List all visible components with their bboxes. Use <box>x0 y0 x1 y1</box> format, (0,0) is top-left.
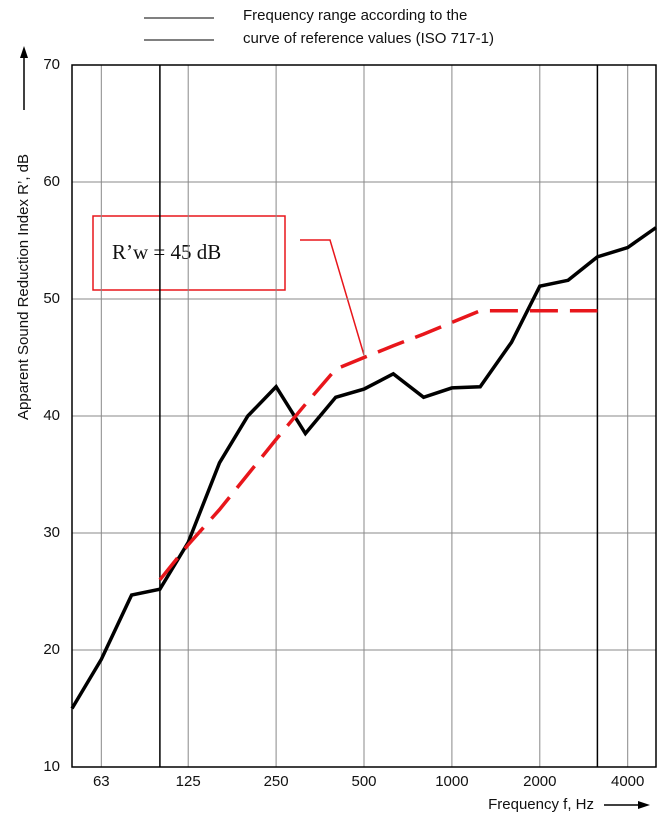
axis-arrow <box>20 46 28 58</box>
x-tick-label: 250 <box>264 773 289 790</box>
x-axis-label: Frequency f, Hz <box>488 796 594 813</box>
y-tick-label: 10 <box>43 758 60 775</box>
plot-frame <box>71 64 657 768</box>
y-tick-label: 40 <box>43 407 60 424</box>
y-tick-label: 60 <box>43 173 60 190</box>
legend-text: Frequency range according to the <box>243 7 467 24</box>
y-tick-label: 70 <box>43 56 60 73</box>
annotation-box <box>92 215 286 291</box>
data-line <box>70 226 658 710</box>
y-axis-label: Apparent Sound Reduction Index R’, dB <box>15 154 32 420</box>
axis-arrow <box>638 801 650 809</box>
y-tick-label: 50 <box>43 290 60 307</box>
data-line <box>158 308 598 581</box>
x-tick-label: 63 <box>93 773 110 790</box>
legend-text: curve of reference values (ISO 717-1) <box>243 30 494 47</box>
x-tick-label: 1000 <box>435 773 468 790</box>
y-tick-label: 20 <box>43 641 60 658</box>
x-tick-label: 2000 <box>523 773 556 790</box>
annotation: R’w = 45 dB <box>112 240 221 264</box>
x-tick-label: 125 <box>176 773 201 790</box>
x-tick-label: 500 <box>351 773 376 790</box>
x-tick-label: 4000 <box>611 773 644 790</box>
y-tick-label: 30 <box>43 524 60 541</box>
leader-line <box>300 239 365 356</box>
